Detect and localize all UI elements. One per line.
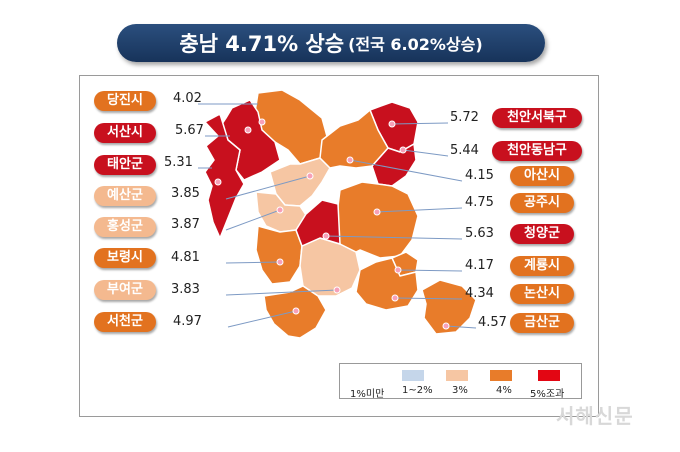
region-name-label: 천안동남구 xyxy=(492,141,582,161)
leader-line xyxy=(376,207,463,213)
legend-label: 1~2% xyxy=(402,385,433,396)
region-value: 4.75 xyxy=(465,195,494,210)
region-name-label: 부여군 xyxy=(94,280,156,300)
region-marker xyxy=(399,146,407,154)
leader-line xyxy=(397,269,463,272)
legend-label: 5%조과 xyxy=(530,389,565,400)
region-name-label: 아산시 xyxy=(510,166,574,186)
region-marker xyxy=(346,156,354,164)
region-name-label: 서천군 xyxy=(94,312,156,332)
region-marker xyxy=(292,307,300,315)
region-value: 5.63 xyxy=(465,226,494,241)
region-value: 4.97 xyxy=(173,314,202,329)
region-name-label: 논산시 xyxy=(510,284,574,304)
region-value: 4.34 xyxy=(465,286,494,301)
title-sub: (전국 6.02%상승) xyxy=(348,35,483,54)
map-frame xyxy=(79,75,599,417)
region-marker xyxy=(373,208,381,216)
region-marker xyxy=(244,126,252,134)
region-marker xyxy=(322,232,330,240)
region-value: 5.72 xyxy=(450,110,479,125)
region-name-label: 홍성군 xyxy=(94,217,156,237)
legend-swatch xyxy=(346,370,368,381)
leader-line xyxy=(225,209,281,231)
legend-swatch xyxy=(538,370,560,381)
legend-swatch xyxy=(446,370,468,381)
title-banner: 충남 4.71% 상승 (전국 6.02%상승) xyxy=(117,24,545,62)
region-name-label: 당진시 xyxy=(94,91,156,111)
leader-line xyxy=(394,297,463,300)
region-marker xyxy=(276,206,284,214)
leader-line xyxy=(445,325,477,329)
legend-swatch xyxy=(490,370,512,381)
region-name-label: 태안군 xyxy=(94,155,156,175)
leader-line xyxy=(325,235,463,240)
region-name-label: 공주시 xyxy=(510,193,574,213)
region-marker xyxy=(276,258,284,266)
leader-line xyxy=(227,310,297,328)
region-16 xyxy=(421,279,477,335)
region-value: 4.81 xyxy=(171,250,200,265)
region-value: 4.15 xyxy=(465,168,494,183)
region-marker xyxy=(258,118,266,126)
region-15 xyxy=(355,257,419,311)
region-value: 3.87 xyxy=(171,217,200,232)
region-value: 5.31 xyxy=(164,155,193,170)
region-name-label: 서산시 xyxy=(94,123,156,143)
region-13 xyxy=(295,199,341,247)
region-value: 5.44 xyxy=(450,143,479,158)
region-name-label: 계룡시 xyxy=(510,256,574,276)
leader-line xyxy=(225,289,338,296)
region-marker xyxy=(214,178,222,186)
legend: 1%미만 1~2% 3% 4% 5%조과 xyxy=(339,363,582,400)
leader-line xyxy=(225,175,311,200)
region-marker xyxy=(333,286,341,294)
region-name-label: 금산군 xyxy=(510,313,574,333)
region-value: 4.57 xyxy=(478,315,507,330)
leader-line xyxy=(349,159,463,182)
region-name-label: 천안서북구 xyxy=(492,108,582,128)
region-11 xyxy=(319,109,389,169)
region-name-label: 청양군 xyxy=(510,224,574,244)
region-marker xyxy=(388,120,396,128)
leader-line xyxy=(225,261,281,264)
legend-label: 3% xyxy=(452,385,468,396)
region-3 xyxy=(204,113,245,239)
watermark: 서해신문 xyxy=(556,404,634,428)
region-value: 3.85 xyxy=(171,186,200,201)
legend-label: 1%미만 xyxy=(350,389,385,400)
legend-swatch xyxy=(402,370,424,381)
region-value: 5.67 xyxy=(175,123,204,138)
region-marker xyxy=(394,266,402,274)
region-6 xyxy=(255,225,303,285)
region-marker xyxy=(391,294,399,302)
region-value: 4.02 xyxy=(173,91,202,106)
leader-line xyxy=(402,149,449,157)
region-value: 4.17 xyxy=(465,258,494,273)
leader-line xyxy=(391,122,449,125)
region-name-label: 보령시 xyxy=(94,248,156,268)
legend-label: 4% xyxy=(496,385,512,396)
region-value: 3.83 xyxy=(171,282,200,297)
region-marker xyxy=(442,322,450,330)
title-main: 충남 4.71% 상승 xyxy=(179,32,345,56)
region-name-label: 예산군 xyxy=(94,186,156,206)
region-marker xyxy=(306,172,314,180)
region-12 xyxy=(335,181,419,259)
